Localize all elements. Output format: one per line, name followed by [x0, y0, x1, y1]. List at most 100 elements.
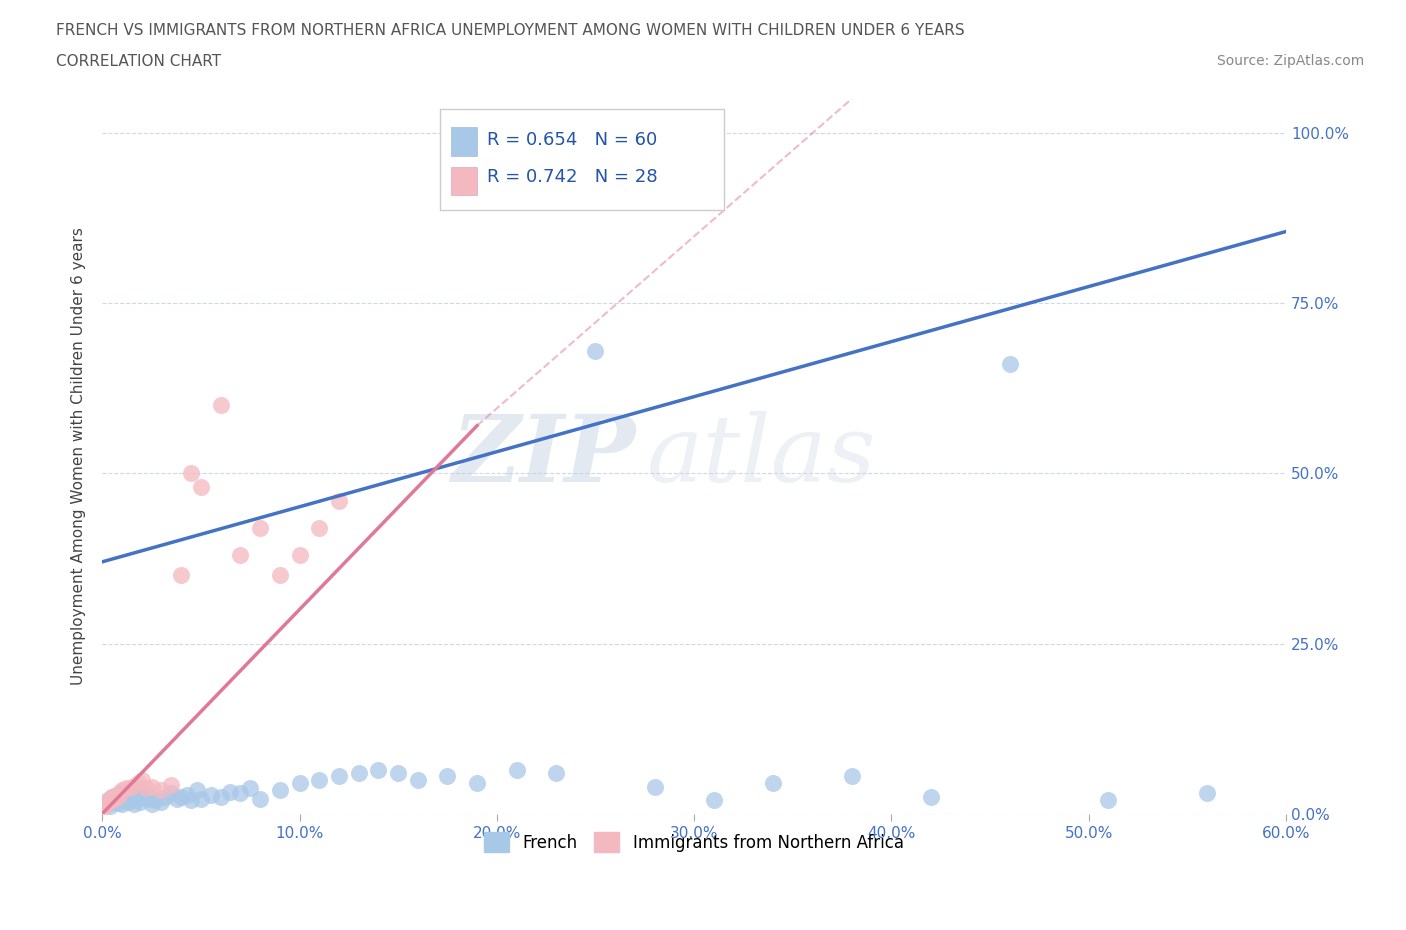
Point [170, 790, 193, 804]
Point [269, 782, 291, 797]
Y-axis label: Unemployment Among Women with Children Under 6 years: Unemployment Among Women with Children U… [72, 227, 86, 685]
FancyBboxPatch shape [451, 166, 478, 195]
Point [308, 521, 330, 536]
Point [112, 788, 135, 803]
Point [644, 779, 666, 794]
Point [108, 786, 131, 801]
Point [107, 795, 129, 810]
Point [1195, 786, 1218, 801]
Text: R = 0.654   N = 60: R = 0.654 N = 60 [486, 131, 657, 149]
Point [98, 792, 121, 807]
Point [121, 792, 143, 807]
Point [105, 788, 128, 803]
Point [166, 791, 188, 806]
Point [97, 792, 120, 807]
Point [96, 796, 118, 811]
Point [249, 521, 271, 536]
Point [328, 769, 350, 784]
Point [505, 762, 527, 777]
Point [111, 796, 134, 811]
Point [131, 772, 153, 787]
Point [145, 792, 167, 807]
Point [150, 794, 173, 809]
Point [155, 790, 177, 804]
FancyBboxPatch shape [440, 110, 724, 209]
Point [97, 794, 120, 809]
Point [583, 343, 606, 358]
Point [436, 769, 458, 784]
Point [150, 782, 173, 797]
Point [115, 780, 138, 795]
Text: ZIP: ZIP [451, 411, 636, 501]
Point [127, 782, 149, 797]
Point [127, 776, 149, 790]
Point [105, 791, 128, 806]
Point [118, 785, 141, 800]
Point [132, 786, 155, 801]
Point [135, 788, 157, 803]
Point [998, 357, 1021, 372]
Point [160, 786, 183, 801]
Point [367, 762, 389, 777]
Point [117, 794, 139, 809]
Point [128, 794, 150, 809]
Point [131, 790, 153, 804]
Point [703, 792, 725, 807]
Point [96, 796, 118, 811]
Point [186, 782, 208, 797]
Point [115, 790, 138, 804]
Point [111, 782, 134, 797]
Point [387, 765, 409, 780]
Point [229, 548, 252, 563]
Legend: French, Immigrants from Northern Africa: French, Immigrants from Northern Africa [478, 826, 911, 859]
Point [239, 780, 262, 795]
Point [288, 776, 311, 790]
Point [135, 780, 157, 795]
Point [920, 790, 942, 804]
Point [136, 791, 159, 806]
Point [98, 798, 121, 813]
Text: CORRELATION CHART: CORRELATION CHART [56, 54, 221, 69]
Point [180, 466, 202, 481]
Point [121, 779, 143, 794]
Point [762, 776, 785, 790]
Point [1097, 792, 1119, 807]
Point [103, 794, 125, 809]
Point [107, 790, 129, 804]
Point [249, 791, 271, 806]
Point [141, 796, 163, 811]
Point [190, 791, 212, 806]
Point [101, 790, 124, 804]
Point [209, 790, 232, 804]
Point [101, 790, 124, 804]
Point [170, 568, 193, 583]
Point [544, 765, 567, 780]
Text: FRENCH VS IMMIGRANTS FROM NORTHERN AFRICA UNEMPLOYMENT AMONG WOMEN WITH CHILDREN: FRENCH VS IMMIGRANTS FROM NORTHERN AFRIC… [56, 23, 965, 38]
Point [103, 791, 125, 806]
Point [465, 776, 488, 790]
FancyBboxPatch shape [451, 127, 478, 156]
Point [141, 779, 163, 794]
Point [93, 800, 115, 815]
Point [176, 788, 198, 803]
Point [160, 777, 183, 792]
Point [200, 788, 222, 803]
Point [190, 480, 212, 495]
Point [347, 765, 370, 780]
Point [209, 398, 232, 413]
Point [288, 548, 311, 563]
Point [122, 796, 145, 811]
Point [108, 786, 131, 801]
Point [308, 772, 330, 787]
Text: R = 0.742   N = 28: R = 0.742 N = 28 [486, 168, 658, 186]
Point [328, 493, 350, 508]
Point [125, 791, 148, 806]
Text: atlas: atlas [647, 411, 876, 501]
Point [406, 772, 429, 787]
Point [269, 568, 291, 583]
Point [229, 786, 252, 801]
Text: Source: ZipAtlas.com: Source: ZipAtlas.com [1216, 54, 1364, 68]
Point [841, 769, 863, 784]
Point [219, 785, 242, 800]
Point [180, 792, 202, 807]
